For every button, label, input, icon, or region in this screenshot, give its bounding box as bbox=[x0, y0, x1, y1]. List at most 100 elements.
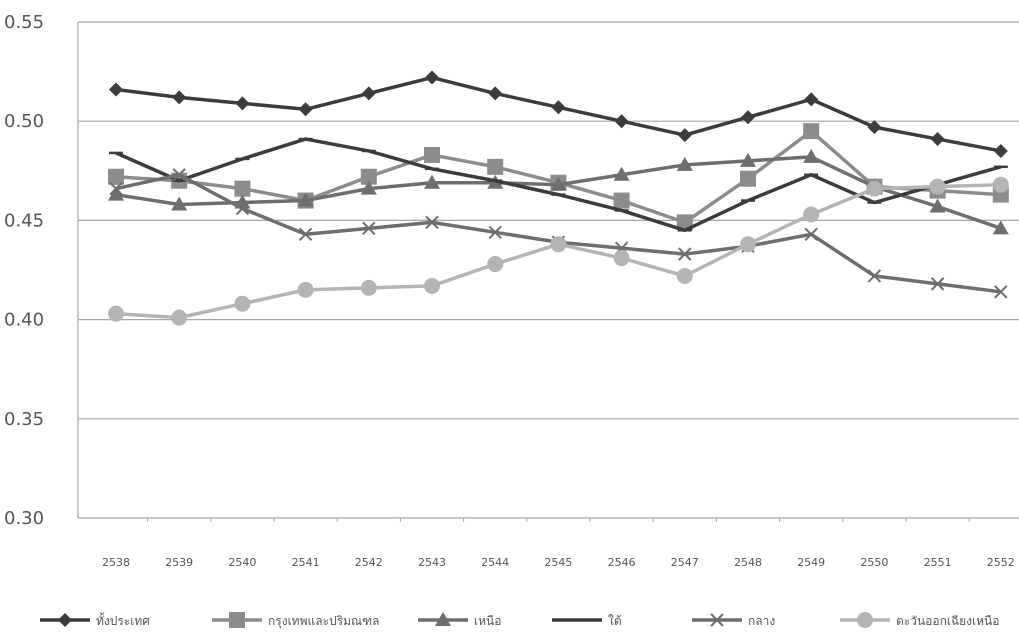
data-point bbox=[424, 277, 440, 294]
data-point bbox=[298, 227, 313, 241]
data-point bbox=[676, 156, 693, 171]
data-point bbox=[740, 170, 756, 187]
data-point bbox=[109, 181, 123, 196]
data-point bbox=[551, 100, 566, 115]
data-point bbox=[804, 92, 819, 107]
data-point bbox=[929, 198, 946, 213]
data-point bbox=[297, 281, 314, 298]
data-point bbox=[993, 143, 1008, 158]
data-point bbox=[676, 267, 693, 284]
data-point bbox=[930, 132, 945, 147]
legend-label: ใต้ bbox=[608, 614, 622, 628]
x-tick-label: 2545 bbox=[544, 556, 572, 569]
data-point bbox=[235, 201, 250, 216]
legend-item: ตะวันออกเฉียงเหนือ bbox=[840, 612, 999, 628]
data-point bbox=[992, 176, 1009, 193]
data-point bbox=[361, 86, 376, 101]
data-point bbox=[172, 90, 187, 105]
legend-label: ตะวันออกเฉียงเหนือ bbox=[896, 614, 999, 628]
x-tick-label: 2542 bbox=[355, 556, 383, 569]
x-tick-label: 2550 bbox=[860, 556, 888, 569]
data-point bbox=[676, 214, 693, 231]
data-point bbox=[740, 236, 756, 253]
data-point bbox=[172, 168, 186, 182]
data-point bbox=[741, 110, 755, 125]
data-point bbox=[614, 114, 629, 129]
data-point bbox=[678, 247, 692, 261]
series-4 bbox=[109, 137, 1008, 233]
data-point bbox=[424, 174, 440, 189]
data-point bbox=[297, 192, 314, 207]
legend-label: กลาง bbox=[748, 614, 775, 628]
data-point bbox=[171, 196, 188, 211]
gridlines bbox=[77, 21, 1019, 519]
data-point bbox=[109, 82, 123, 97]
legend-marker bbox=[435, 612, 451, 626]
legend-label: กรุงเทพและปริมณฑล bbox=[268, 614, 379, 629]
y-tick-label: 0.40 bbox=[4, 310, 44, 331]
data-point bbox=[740, 152, 756, 167]
series-group bbox=[108, 70, 1009, 326]
legend-marker bbox=[710, 613, 724, 627]
data-point bbox=[235, 96, 250, 111]
data-point bbox=[930, 277, 945, 291]
legend-item: กลาง bbox=[692, 613, 775, 628]
legend-item: กรุงเทพและปริมณฑล bbox=[212, 612, 379, 629]
y-tick-label: 0.55 bbox=[4, 12, 44, 33]
data-point bbox=[866, 180, 883, 197]
x-tick-label: 2543 bbox=[418, 556, 446, 569]
data-point bbox=[804, 227, 818, 241]
x-tick-label: 2549 bbox=[797, 556, 825, 569]
data-point bbox=[613, 166, 630, 181]
data-point bbox=[929, 178, 946, 195]
data-point bbox=[234, 295, 251, 312]
legend: ทั้งประเทศ กรุงเทพและปริมณฑล เหนือ ใต้ กลาง ต… bbox=[40, 612, 999, 629]
y-tick-label: 0.30 bbox=[4, 508, 44, 529]
y-tick-label: 0.50 bbox=[4, 111, 44, 132]
series-6 bbox=[108, 176, 1009, 326]
data-point bbox=[360, 168, 377, 185]
x-tick-label: 2539 bbox=[165, 556, 193, 569]
x-axis-ticks: 2538 2539 2540 2541 2542 2543 2544 2545 2546 2547… bbox=[102, 518, 1015, 569]
data-point bbox=[487, 256, 504, 273]
data-point bbox=[867, 269, 882, 283]
data-point bbox=[803, 123, 820, 140]
data-point bbox=[424, 146, 440, 163]
y-tick-label: 0.35 bbox=[4, 409, 44, 430]
y-tick-label: 0.45 bbox=[4, 210, 44, 231]
data-point bbox=[488, 86, 503, 101]
data-point bbox=[425, 70, 439, 85]
x-tick-label: 2540 bbox=[228, 556, 256, 569]
legend-item: เหนือ bbox=[418, 612, 501, 628]
series-1 bbox=[109, 70, 1008, 158]
data-point bbox=[108, 168, 124, 185]
x-tick-label: 2551 bbox=[924, 556, 952, 569]
data-point bbox=[360, 180, 377, 195]
data-point bbox=[803, 206, 820, 223]
x-tick-label: 2544 bbox=[481, 556, 509, 569]
data-point bbox=[108, 186, 124, 201]
data-point bbox=[487, 158, 504, 175]
x-tick-label: 2547 bbox=[671, 556, 699, 569]
data-point bbox=[613, 250, 630, 267]
legend-label: ทั้งประเทศ bbox=[96, 612, 150, 628]
data-point bbox=[362, 221, 376, 236]
data-point bbox=[360, 279, 377, 296]
data-point bbox=[994, 285, 1008, 299]
legend-item: ทั้งประเทศ bbox=[40, 612, 150, 628]
data-point bbox=[234, 180, 251, 197]
data-point bbox=[992, 220, 1009, 235]
legend-marker bbox=[58, 613, 72, 627]
data-point bbox=[803, 148, 820, 163]
data-point bbox=[867, 120, 882, 135]
x-tick-label: 2541 bbox=[292, 556, 320, 569]
legend-marker bbox=[857, 612, 873, 628]
data-point bbox=[108, 305, 124, 322]
x-tick-label: 2546 bbox=[608, 556, 636, 569]
data-point bbox=[171, 309, 188, 326]
x-tick-label: 2548 bbox=[734, 556, 762, 569]
y-axis-ticks: 0.30 0.35 0.40 0.45 0.50 0.55 bbox=[4, 12, 44, 529]
data-point bbox=[550, 236, 567, 253]
